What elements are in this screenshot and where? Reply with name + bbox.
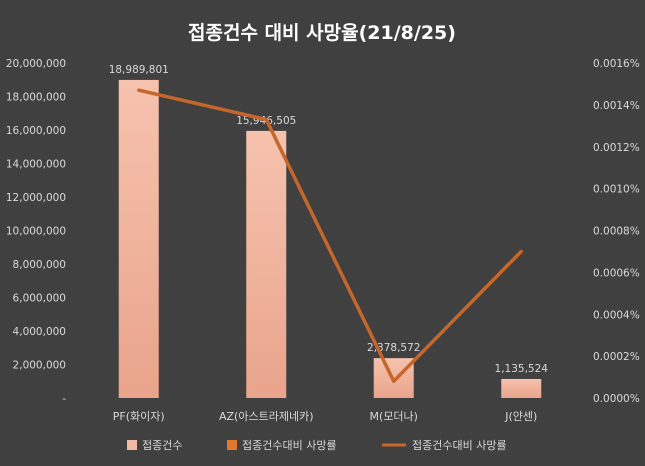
- left-axis-tick-label: 20,000,000: [6, 58, 66, 70]
- left-axis-tick-label: 18,000,000: [6, 92, 66, 104]
- line-series: [137, 88, 523, 383]
- bar-data-label: 18,989,801: [109, 64, 169, 76]
- right-axis: 0.0000% 0.0002% 0.0004% 0.0006% 0.0008% 0.001…: [593, 58, 640, 405]
- right-axis-tick-label: 0.0016%: [593, 58, 640, 70]
- line-point: [392, 379, 396, 383]
- category-label: AZ(아스트라제네카): [219, 410, 313, 423]
- right-axis-tick-label: 0.0002%: [593, 351, 640, 363]
- x-axis-labels: PF(화이자) AZ(아스트라제네카) M(모더나) J(얀센): [113, 409, 537, 423]
- line-point: [519, 249, 523, 253]
- right-axis-tick-label: 0.0000%: [593, 393, 640, 405]
- line-path: [137, 88, 523, 383]
- chart-title: 접종건수 대비 사망율(21/8/25): [188, 22, 456, 44]
- legend: 접종건수 접종건수대비 사망률 접종건수대비 사망률: [127, 439, 507, 452]
- left-axis-tick-label: 8,000,000: [13, 259, 66, 271]
- left-axis: - 2,000,000 4,000,000 6,000,000 8,000,000 10,…: [6, 58, 66, 405]
- right-axis-tick-label: 0.0006%: [593, 267, 640, 279]
- category-label: PF(화이자): [113, 410, 165, 423]
- right-axis-tick-label: 0.0010%: [593, 184, 640, 196]
- left-axis-tick-label: 2,000,000: [13, 360, 66, 372]
- line-point: [137, 88, 141, 92]
- bar: [246, 130, 287, 398]
- legend-label: 접종건수: [142, 439, 182, 452]
- right-axis-tick-label: 0.0012%: [593, 142, 640, 154]
- left-axis-tick-label: -: [62, 393, 66, 405]
- left-axis-tick-label: 12,000,000: [6, 192, 66, 204]
- left-axis-tick-label: 16,000,000: [6, 125, 66, 137]
- legend-swatch: [127, 440, 137, 450]
- right-axis-tick-label: 0.0014%: [593, 100, 640, 112]
- bar: [501, 378, 542, 398]
- right-axis-tick-label: 0.0004%: [593, 309, 640, 321]
- left-axis-tick-label: 6,000,000: [13, 293, 66, 305]
- bar: [118, 79, 159, 398]
- right-axis-tick-label: 0.0008%: [593, 226, 640, 238]
- left-axis-tick-label: 14,000,000: [6, 159, 66, 171]
- legend-swatch: [227, 440, 237, 450]
- left-axis-tick-label: 4,000,000: [13, 326, 66, 338]
- bar-data-label: 1,135,524: [495, 363, 549, 375]
- legend-label: 접종건수대비 사망률: [412, 439, 507, 452]
- left-axis-tick-label: 10,000,000: [6, 226, 66, 238]
- line-point: [264, 118, 268, 122]
- category-label: J(얀센): [504, 409, 537, 423]
- category-label: M(모더나): [370, 410, 418, 423]
- legend-label: 접종건수대비 사망률: [242, 439, 337, 452]
